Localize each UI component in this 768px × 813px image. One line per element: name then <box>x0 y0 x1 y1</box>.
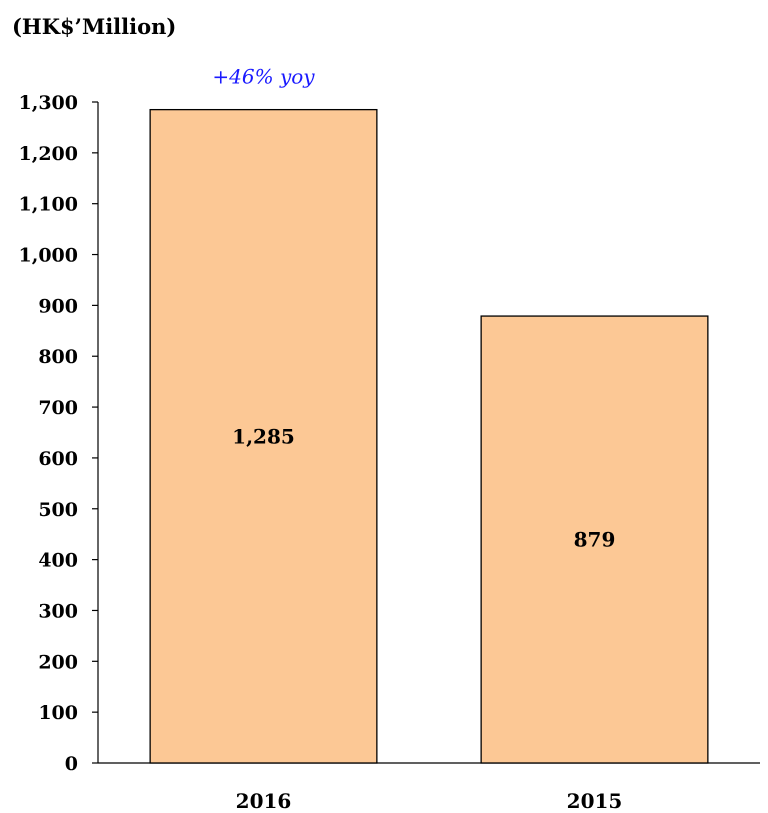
y-tick-label: 800 <box>38 346 78 368</box>
y-axis: 0 100 200 300 400 500 600 700 800 900 1,000 1,100 1,… <box>19 92 99 775</box>
x-axis: 2016 2015 <box>98 762 760 813</box>
bar-value-label: 879 <box>574 528 616 552</box>
bar-2015 <box>480 315 709 764</box>
bars: 1,285 +46% yoy 879 <box>149 65 709 764</box>
y-tick-label: 300 <box>38 600 78 622</box>
bar-value-label: 1,285 <box>232 424 295 448</box>
y-tick-label: 100 <box>38 702 78 724</box>
unit-label: (HK$’Million) <box>12 14 177 39</box>
bar-2016 <box>149 108 378 764</box>
y-tick-label: 0 <box>65 753 78 775</box>
y-tick-label: 600 <box>38 448 78 470</box>
y-tick-label: 1,000 <box>19 245 79 267</box>
y-tick-label: 400 <box>38 550 78 572</box>
y-tick-label: 500 <box>38 499 78 521</box>
x-category-label: 2016 <box>236 789 292 813</box>
x-category-label: 2015 <box>567 789 623 813</box>
y-tick-label: 900 <box>38 295 78 317</box>
y-tick-label: 700 <box>38 397 78 419</box>
y-tick-label: 200 <box>38 651 78 673</box>
y-tick-label: 1,300 <box>19 92 79 114</box>
y-tick-label: 1,100 <box>19 194 79 216</box>
y-tick-label: 1,200 <box>19 143 79 165</box>
yoy-annotation: +46% yoy <box>212 65 315 89</box>
